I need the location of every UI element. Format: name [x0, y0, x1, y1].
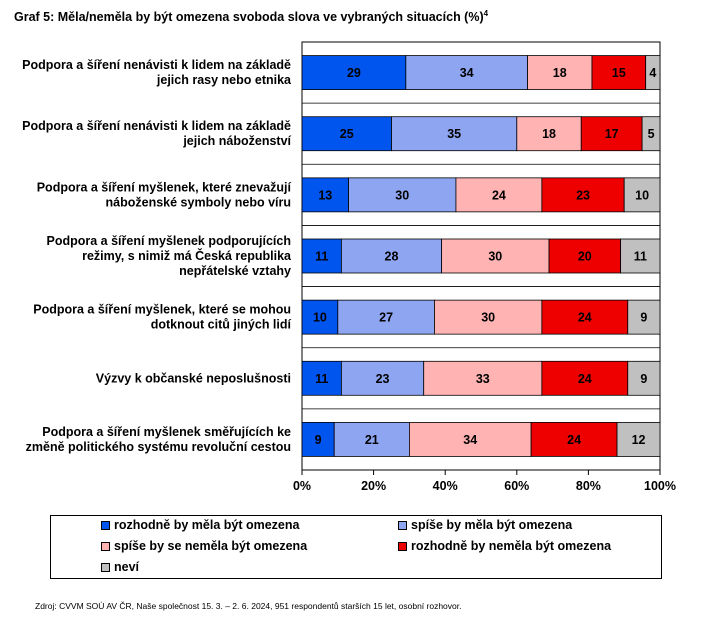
bar-segment — [441, 238, 550, 274]
category-label: změně politického systému revoluční cest… — [26, 440, 291, 454]
data-label: 34 — [460, 66, 474, 80]
data-label: 30 — [488, 250, 502, 264]
bar-segment — [591, 55, 647, 90]
data-label: 20 — [578, 250, 592, 264]
data-label: 25 — [340, 127, 354, 141]
data-label: 24 — [578, 311, 592, 325]
bar-segment — [548, 238, 622, 274]
chart-title: Graf 5: Měla/neměla by být omezena svobo… — [14, 9, 489, 25]
source-note: Zdroj: CVVM SOÚ AV ČR, Naše společnost 1… — [35, 601, 462, 611]
legend-swatch — [101, 562, 110, 572]
bar-segment — [530, 422, 618, 457]
bar-segment — [627, 299, 661, 335]
data-label: 27 — [379, 311, 393, 325]
x-tick-label: 20% — [361, 479, 386, 493]
data-label: 24 — [492, 188, 506, 202]
legend-swatch — [398, 541, 407, 551]
bar-segment — [434, 299, 543, 335]
bar-segment — [527, 55, 593, 90]
category-label: náboženské symboly nebo víru — [106, 195, 291, 209]
data-label: 9 — [640, 311, 647, 325]
data-label: 17 — [605, 127, 619, 141]
legend-item-spise-neomezena: spíše by se neměla být omezena — [101, 539, 307, 553]
bar-segment — [391, 116, 518, 152]
bar-segment — [301, 360, 342, 396]
data-label: 15 — [612, 66, 626, 80]
data-label: 4 — [649, 66, 656, 80]
data-label: 21 — [365, 433, 379, 447]
data-label: 11 — [315, 372, 328, 386]
category-label: nepřátelské vztahy — [179, 264, 291, 278]
legend-item-rozhodne-omezena: rozhodně by měla být omezena — [101, 518, 299, 532]
bar-segment — [541, 299, 629, 335]
data-label: 10 — [313, 311, 327, 325]
category-label: jejich rasy nebo etnika — [156, 73, 292, 87]
bar-segment — [301, 55, 407, 90]
bar-segment — [541, 360, 629, 396]
category-label: Podpora a šíření myšlenek, které znevažu… — [37, 180, 292, 194]
bar-segment — [423, 360, 543, 396]
legend-swatch — [101, 541, 110, 551]
category-label: Podpora a šíření myšlenek podporujících — [46, 234, 291, 248]
data-label: 24 — [578, 372, 592, 386]
category-label: režimy, s nimiž má Česká republika — [82, 248, 292, 263]
category-label: Podpora a šíření nenávisti k lidem na zá… — [22, 58, 291, 72]
legend-item-nevi: neví — [101, 560, 139, 574]
data-label: 33 — [476, 372, 490, 386]
data-label: 11 — [315, 250, 328, 264]
category-label: Podpora a šíření nenávisti k lidem na zá… — [22, 119, 291, 133]
data-label: 12 — [632, 433, 646, 447]
data-label: 28 — [385, 250, 399, 264]
x-tick-label: 80% — [576, 479, 601, 493]
bar-segment — [645, 55, 661, 90]
bar-segment — [408, 422, 532, 457]
bar-segment — [301, 116, 392, 152]
data-label: 35 — [447, 127, 461, 141]
bar-segment — [348, 177, 457, 213]
legend-item-rozhodne-neomezena: rozhodně by neměla být omezena — [398, 539, 611, 553]
data-label: 5 — [648, 127, 655, 141]
bar-segment — [623, 177, 661, 213]
x-tick-label: 60% — [504, 479, 529, 493]
legend-swatch — [398, 520, 407, 530]
data-label: 24 — [567, 433, 581, 447]
bar-segment — [337, 299, 435, 335]
legend-swatch — [101, 520, 110, 530]
data-label: 11 — [634, 250, 647, 264]
bar-segment — [301, 177, 349, 213]
data-label: 10 — [635, 188, 649, 202]
data-label: 23 — [376, 372, 390, 386]
data-label: 9 — [315, 433, 322, 447]
x-tick-label: 100% — [644, 479, 676, 493]
data-label: 23 — [576, 188, 590, 202]
bar-segment — [620, 238, 661, 274]
bar-segment — [627, 360, 661, 396]
category-label: Výzvy k občanské neposlušnosti — [96, 371, 291, 385]
bar-segment — [516, 116, 582, 152]
x-tick-label: 0% — [293, 479, 311, 493]
bar-segment — [301, 238, 342, 274]
category-label: Podpora a šíření myšlenek směřujících ke — [42, 425, 291, 439]
data-label: 30 — [481, 311, 495, 325]
x-tick-label: 40% — [433, 479, 458, 493]
data-label: 29 — [347, 66, 361, 80]
data-label: 13 — [318, 188, 332, 202]
bar-segment — [616, 422, 661, 457]
bar-segment — [333, 422, 410, 457]
data-label: 18 — [542, 127, 556, 141]
stacked-bar-chart: 0% 20% 40% 60% 80% 100% Podpora a šíření nenáv… — [22, 41, 676, 493]
data-label: 30 — [395, 188, 409, 202]
legend: rozhodně by měla být omezena spíše by mě… — [50, 515, 662, 579]
data-label: 34 — [463, 433, 477, 447]
legend-item-spise-omezena: spíše by měla být omezena — [398, 518, 572, 532]
category-label: jejich náboženství — [182, 134, 291, 148]
category-label: Podpora a šíření myšlenek, které se moho… — [33, 303, 291, 317]
data-label: 18 — [553, 66, 567, 80]
bar-segment — [641, 116, 661, 152]
data-label: 9 — [640, 372, 647, 386]
bar-segment — [340, 238, 443, 274]
bar-segment — [340, 360, 425, 396]
category-label: dotknout citů jiných lidí — [151, 318, 292, 332]
